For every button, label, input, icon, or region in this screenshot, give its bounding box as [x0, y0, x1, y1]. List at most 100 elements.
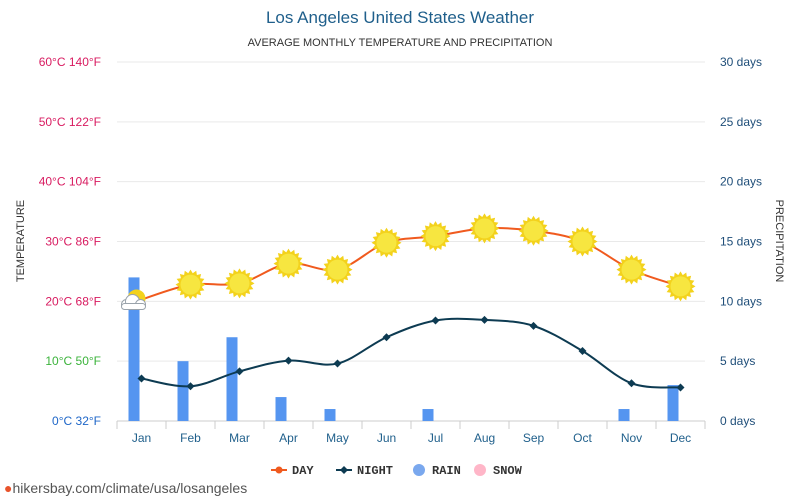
- sun-icon: [273, 248, 304, 279]
- night-point: [284, 356, 293, 365]
- sun-icon: [469, 213, 500, 244]
- night-point: [333, 359, 342, 368]
- night-point: [627, 379, 636, 388]
- sun-icon: [322, 254, 353, 285]
- night-point: [382, 333, 391, 342]
- sun-disc: [523, 220, 544, 241]
- night-point: [480, 315, 489, 324]
- legend-swatch-circle: [474, 464, 486, 476]
- night-point: [676, 383, 685, 392]
- temperature-lines: [137, 227, 685, 392]
- month-label: Feb: [180, 431, 201, 445]
- precipitation-tick-label: 5 days: [720, 354, 755, 368]
- legend-label: DAY: [292, 464, 314, 478]
- sun-disc: [180, 274, 201, 295]
- rain-bar: [324, 409, 336, 421]
- source-watermark[interactable]: ●hikersbay.com/climate/usa/losangeles: [4, 480, 247, 496]
- cloud-shape: [121, 294, 146, 311]
- month-label: Dec: [670, 431, 691, 445]
- temperature-tick-label: 50°C 122°F: [39, 115, 101, 129]
- month-label: Jun: [377, 431, 396, 445]
- month-label: Sep: [523, 431, 545, 445]
- temperature-axis-label: TEMPERATURE: [15, 200, 27, 282]
- rain-bar: [177, 361, 189, 421]
- sun-disc: [670, 276, 691, 297]
- cloud-base: [121, 303, 146, 311]
- legend-label: SNOW: [493, 464, 523, 478]
- legend-item-rain[interactable]: RAIN: [413, 464, 461, 478]
- month-label: Jul: [428, 431, 443, 445]
- rain-bars: [128, 277, 679, 421]
- sun-icon: [175, 269, 206, 300]
- month-label: Aug: [474, 431, 495, 445]
- precipitation-tick-label: 15 days: [720, 235, 762, 249]
- location-pin-icon: ●: [4, 480, 13, 496]
- night-point: [578, 346, 587, 355]
- sun-disc: [425, 226, 446, 247]
- precipitation-tick-label: 30 days: [720, 55, 762, 69]
- legend-swatch-circle: [413, 464, 425, 476]
- precipitation-tick-label: 10 days: [720, 294, 762, 308]
- legend-item-snow[interactable]: SNOW: [474, 464, 523, 478]
- sun-icon: [665, 271, 696, 302]
- temperature-tick-label: 20°C 68°F: [45, 294, 101, 308]
- rain-bar: [667, 385, 679, 421]
- month-label: Apr: [279, 431, 298, 445]
- month-label: Mar: [229, 431, 250, 445]
- rain-bar: [422, 409, 434, 421]
- gridlines: [117, 61, 705, 422]
- sun-icon: [224, 268, 255, 299]
- legend[interactable]: DAY NIGHT RAIN SNOW: [271, 464, 523, 478]
- month-label: Nov: [621, 431, 642, 445]
- precipitation-tick-label: 0 days: [720, 414, 755, 428]
- sun-disc: [621, 259, 642, 280]
- night-point: [186, 382, 195, 391]
- rain-bar: [618, 409, 630, 421]
- rain-bar: [226, 337, 238, 421]
- month-axis: Jan Feb Mar Apr May Jun Jul Aug Sep Oct Nov Dec: [116, 421, 706, 445]
- sun-disc: [229, 273, 250, 294]
- sun-disc: [278, 253, 299, 274]
- legend-swatch-diamond: [340, 466, 348, 474]
- temperature-axis: 60°C 140°F 50°C 122°F 40°C 104°F 30°C 86°F 2…: [39, 55, 101, 428]
- temperature-tick-label: 10°C 50°F: [45, 354, 101, 368]
- sun-icon: [567, 226, 598, 257]
- legend-item-day[interactable]: DAY: [271, 464, 314, 478]
- precipitation-tick-label: 20 days: [720, 175, 762, 189]
- weather-icons: [121, 213, 696, 311]
- precipitation-axis: 30 days 25 days 20 days 15 days 10 days 5 day…: [720, 55, 762, 428]
- legend-swatch-dot: [275, 466, 283, 474]
- sun-disc: [572, 231, 593, 252]
- precipitation-axis-label: PRECIPITATION: [773, 200, 785, 283]
- sun-disc: [474, 218, 495, 239]
- temperature-tick-label: 30°C 86°F: [45, 235, 101, 249]
- month-label: Oct: [573, 431, 592, 445]
- night-point: [529, 321, 538, 330]
- sun-disc: [376, 232, 397, 253]
- partly-cloudy-icon: [121, 289, 146, 311]
- month-label: May: [326, 431, 349, 445]
- sun-disc: [327, 259, 348, 280]
- night-temperature-line: [141, 317, 681, 389]
- sun-icon: [616, 254, 647, 285]
- watermark-text: hikersbay.com/climate/usa/losangeles: [12, 480, 248, 496]
- chart-title: Los Angeles United States Weather: [266, 8, 534, 27]
- temperature-tick-label: 0°C 32°F: [52, 414, 101, 428]
- sun-icon: [371, 227, 402, 258]
- night-point: [431, 316, 440, 325]
- rain-bar: [275, 397, 287, 421]
- month-label: Jan: [132, 431, 151, 445]
- temperature-tick-label: 40°C 104°F: [39, 175, 101, 189]
- sun-icon: [518, 215, 549, 246]
- chart-subtitle: AVERAGE MONTHLY TEMPERATURE AND PRECIPIT…: [248, 37, 553, 49]
- legend-item-night[interactable]: NIGHT: [336, 464, 393, 478]
- legend-label: RAIN: [432, 464, 461, 478]
- temperature-tick-label: 60°C 140°F: [39, 55, 101, 69]
- legend-label: NIGHT: [357, 464, 393, 478]
- day-temperature-line: [141, 227, 681, 301]
- night-point: [235, 367, 244, 376]
- night-point: [137, 374, 146, 383]
- precipitation-tick-label: 25 days: [720, 115, 762, 129]
- sun-icon: [420, 221, 451, 252]
